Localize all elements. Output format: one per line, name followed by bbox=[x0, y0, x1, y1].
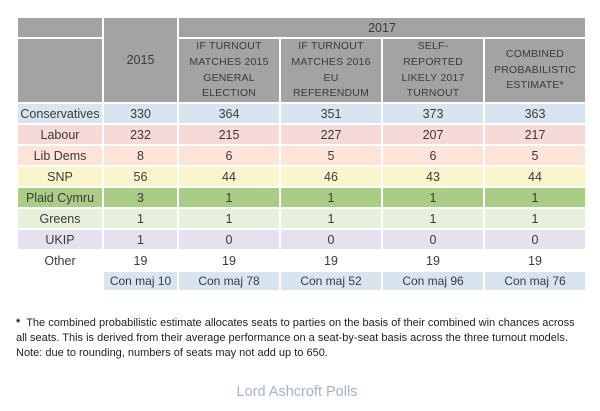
table-row-ukip: UKIP 1 0 0 0 0 bbox=[18, 230, 585, 249]
table-row-labour: Labour 232 215 227 207 217 bbox=[18, 125, 585, 144]
column-header-combined-estimate: COMBINED PROBABILISTIC ESTIMATE* bbox=[485, 39, 585, 102]
column-header-self-reported: SELF-REPORTED LIKELY 2017 TURNOUT bbox=[383, 39, 483, 102]
seat-value: 330 bbox=[104, 104, 177, 123]
party-label: UKIP bbox=[18, 230, 102, 249]
table-header-group-row: 2015 2017 bbox=[18, 18, 585, 102]
column-group-header-2017: 2017 bbox=[179, 18, 585, 37]
table-row-greens: Greens 1 1 1 1 1 bbox=[18, 209, 585, 228]
majority-value: Con maj 76 bbox=[485, 272, 585, 290]
footnote: * The combined probabilistic estimate al… bbox=[16, 316, 578, 362]
seat-value: 19 bbox=[281, 251, 381, 270]
seat-value: 215 bbox=[179, 125, 279, 144]
seat-value: 3 bbox=[104, 188, 177, 207]
seat-value: 6 bbox=[179, 146, 279, 165]
blank-header-cell bbox=[18, 18, 102, 37]
table-row-conservatives: Conservatives 330 364 351 373 363 bbox=[18, 104, 585, 123]
party-label: SNP bbox=[18, 167, 102, 186]
footnote-asterisk: * bbox=[16, 317, 21, 329]
seat-value: 0 bbox=[179, 230, 279, 249]
seat-value: 0 bbox=[485, 230, 585, 249]
seat-value: 8 bbox=[104, 146, 177, 165]
seat-value: 56 bbox=[104, 167, 177, 186]
party-label: Plaid Cymru bbox=[18, 188, 102, 207]
seat-projection-table: 2015 2017 IF TURNOUT MATCHES 2015 GENERA… bbox=[16, 16, 587, 292]
party-label: Conservatives bbox=[18, 104, 102, 123]
seat-value: 1 bbox=[485, 209, 585, 228]
seat-value: 1 bbox=[179, 188, 279, 207]
seat-value: 364 bbox=[179, 104, 279, 123]
seat-value: 44 bbox=[485, 167, 585, 186]
column-header-2015: 2015 bbox=[104, 18, 177, 102]
table-header-row: IF TURNOUT MATCHES 2015 GENERAL ELECTION… bbox=[18, 39, 585, 102]
seat-value: 5 bbox=[485, 146, 585, 165]
seat-value: 373 bbox=[383, 104, 483, 123]
seat-value: 1 bbox=[383, 209, 483, 228]
seat-value: 1 bbox=[281, 188, 381, 207]
brand-label: Lord Ashcroft Polls bbox=[236, 383, 358, 400]
table-row-majority: Con maj 10 Con maj 78 Con maj 52 Con maj… bbox=[18, 272, 585, 290]
majority-value: Con maj 96 bbox=[383, 272, 483, 290]
column-header-turnout-2015: IF TURNOUT MATCHES 2015 GENERAL ELECTION bbox=[179, 39, 279, 102]
footnote-text: The combined probabilistic estimate allo… bbox=[16, 317, 575, 360]
seat-value: 19 bbox=[485, 251, 585, 270]
seat-value: 1 bbox=[104, 230, 177, 249]
seat-value: 19 bbox=[104, 251, 177, 270]
seat-value: 19 bbox=[383, 251, 483, 270]
seat-value: 1 bbox=[104, 209, 177, 228]
table-row-snp: SNP 56 44 46 43 44 bbox=[18, 167, 585, 186]
seat-value: 217 bbox=[485, 125, 585, 144]
seat-value: 0 bbox=[383, 230, 483, 249]
blank-header-cell bbox=[18, 39, 102, 102]
table-row-other: Other 19 19 19 19 19 bbox=[18, 251, 585, 270]
seat-value: 232 bbox=[104, 125, 177, 144]
seat-value: 1 bbox=[485, 188, 585, 207]
seat-value: 6 bbox=[383, 146, 483, 165]
seat-value: 363 bbox=[485, 104, 585, 123]
seat-value: 0 bbox=[281, 230, 381, 249]
seat-value: 1 bbox=[281, 209, 381, 228]
party-label: Other bbox=[18, 251, 102, 270]
seat-value: 19 bbox=[179, 251, 279, 270]
seat-value: 44 bbox=[179, 167, 279, 186]
party-label: Labour bbox=[18, 125, 102, 144]
party-label: Greens bbox=[18, 209, 102, 228]
seat-value: 46 bbox=[281, 167, 381, 186]
page: 2015 2017 IF TURNOUT MATCHES 2015 GENERA… bbox=[16, 16, 587, 400]
seat-value: 1 bbox=[383, 188, 483, 207]
blank-cell bbox=[18, 272, 102, 290]
majority-value: Con maj 10 bbox=[104, 272, 177, 290]
seat-value: 351 bbox=[281, 104, 381, 123]
seat-value: 227 bbox=[281, 125, 381, 144]
table-row-libdems: Lib Dems 8 6 5 6 5 bbox=[18, 146, 585, 165]
seat-value: 5 bbox=[281, 146, 381, 165]
majority-value: Con maj 78 bbox=[179, 272, 279, 290]
seat-value: 1 bbox=[179, 209, 279, 228]
majority-value: Con maj 52 bbox=[281, 272, 381, 290]
seat-value: 43 bbox=[383, 167, 483, 186]
seat-value: 207 bbox=[383, 125, 483, 144]
table-row-plaid-cymru: Plaid Cymru 3 1 1 1 1 bbox=[18, 188, 585, 207]
column-header-turnout-2016: IF TURNOUT MATCHES 2016 EU REFERENDUM bbox=[281, 39, 381, 102]
party-label: Lib Dems bbox=[18, 146, 102, 165]
